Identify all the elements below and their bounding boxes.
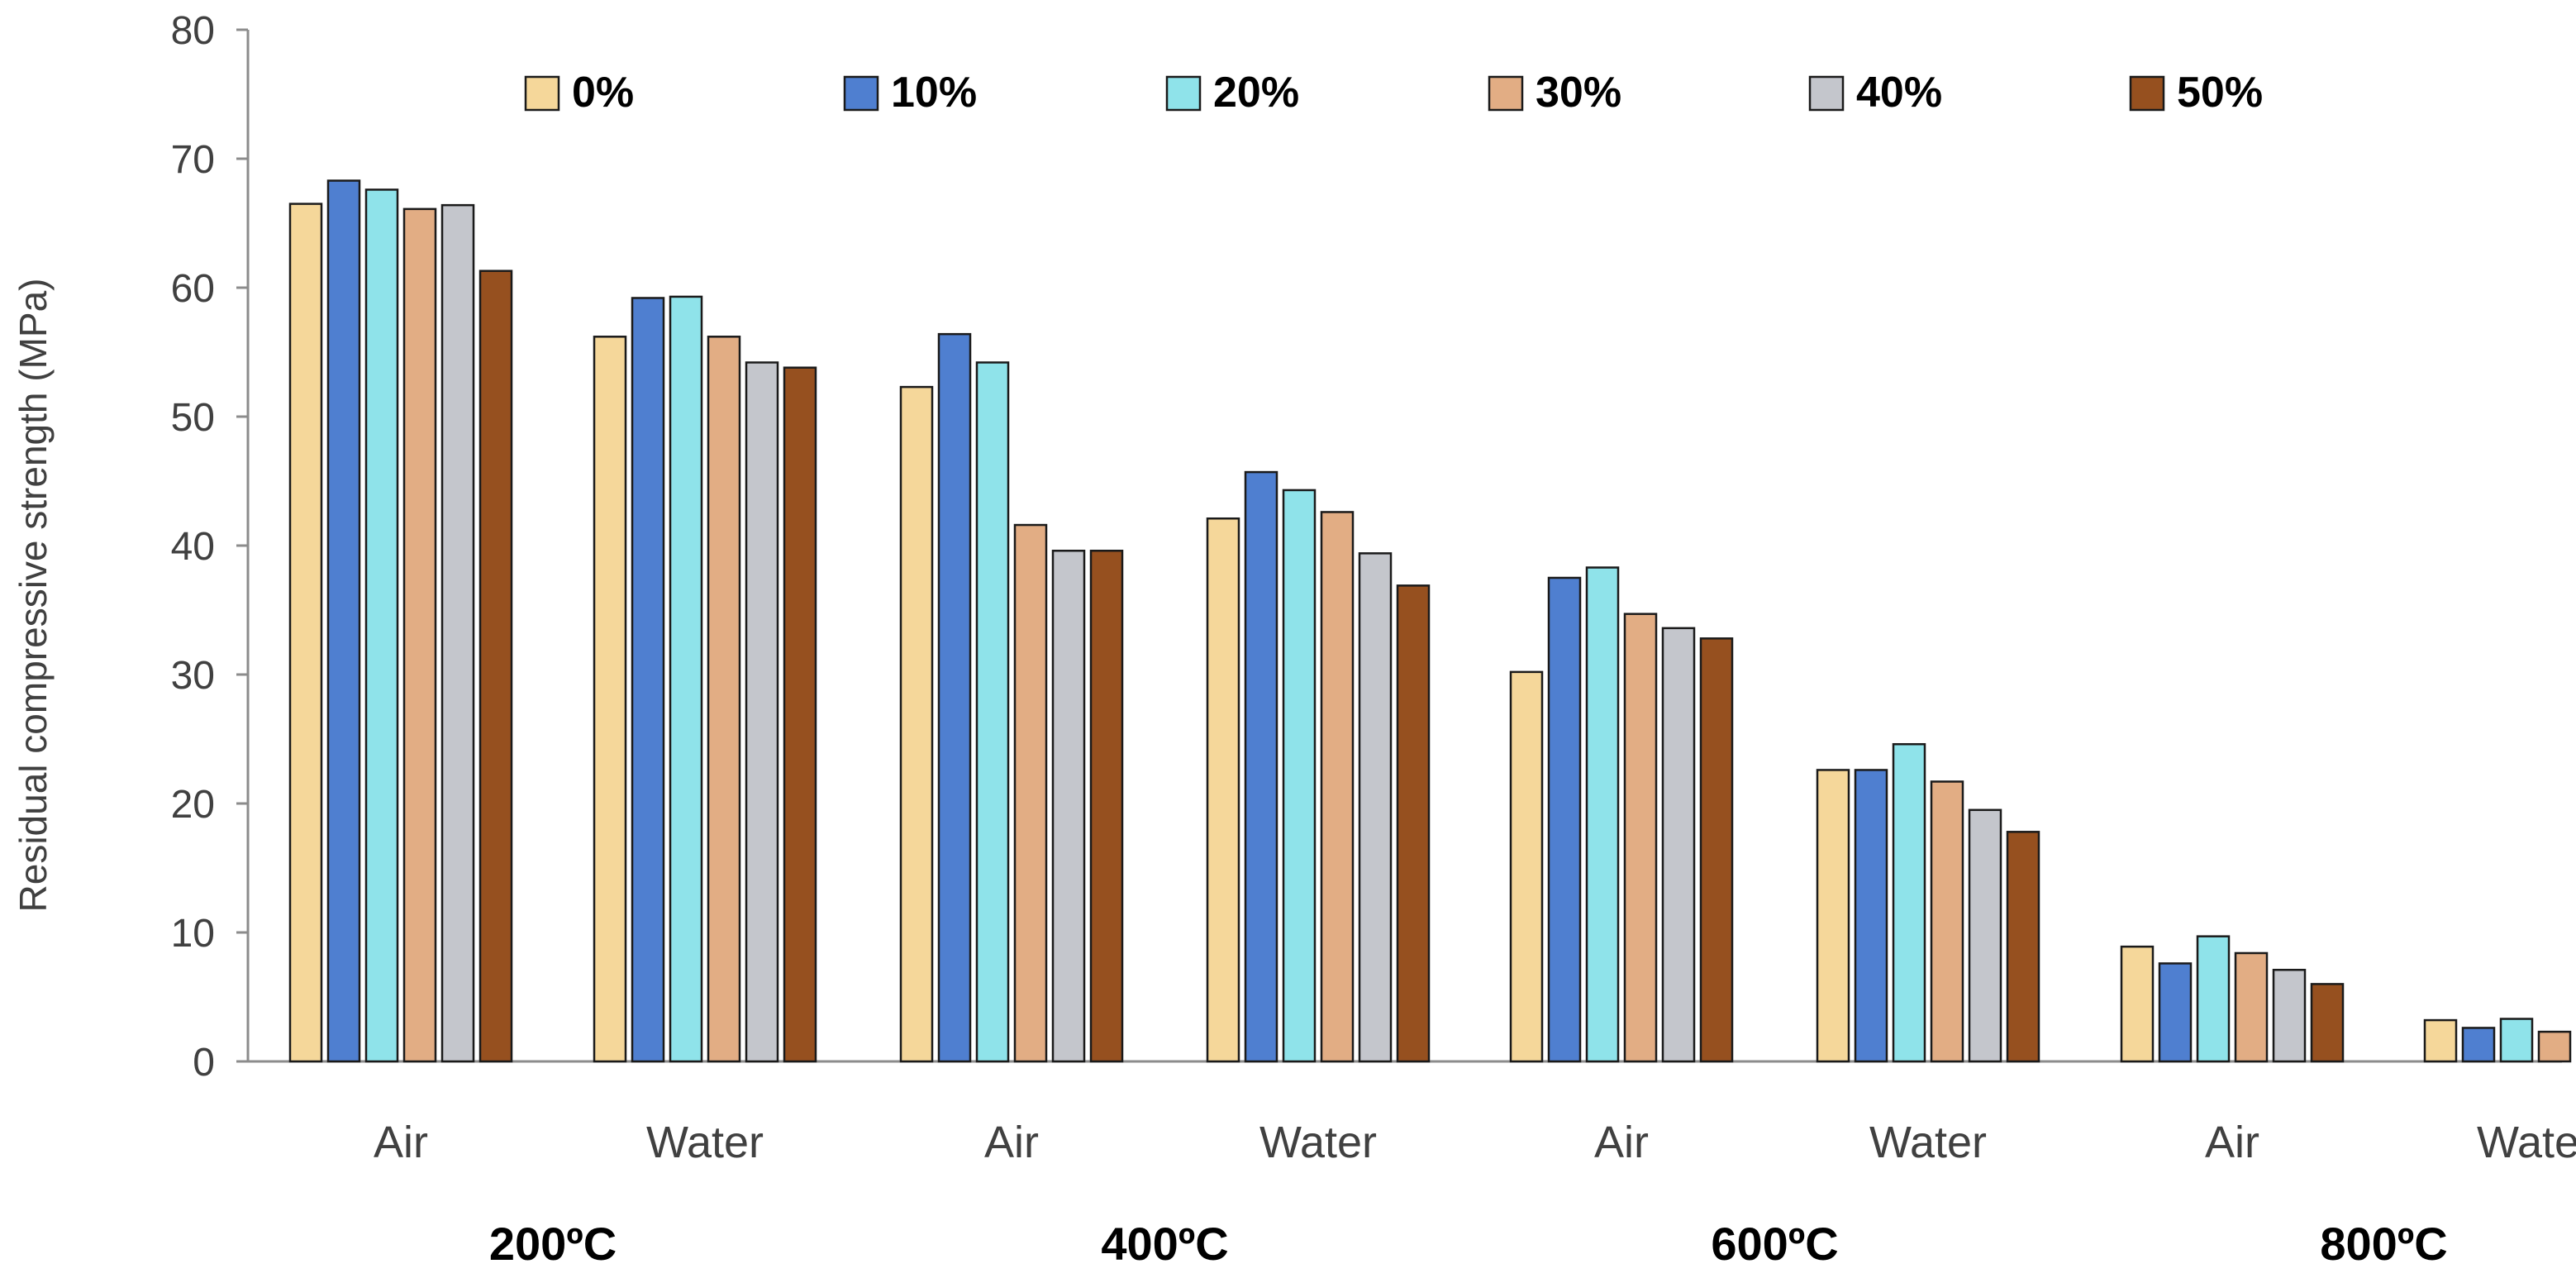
legend-label: 40%	[1856, 69, 1942, 117]
bar-20pct-air-7	[2196, 935, 2231, 1063]
legend: 0% 10% 20% 30% 40% 50%	[524, 69, 2263, 117]
bar-50pct-air-1	[479, 269, 513, 1063]
bar-0pct-water-2	[593, 336, 627, 1063]
category-label: Air	[2205, 1118, 2259, 1167]
legend-swatch-50pct	[2129, 75, 2165, 112]
bar-30pct-air-3	[1013, 523, 1048, 1063]
y-tick-label: 80	[171, 9, 215, 53]
bar-0pct-water-4	[1206, 517, 1240, 1063]
y-tick-label: 70	[171, 138, 215, 182]
bar-50pct-water-4	[1396, 584, 1431, 1063]
y-tick-label: 0	[193, 1041, 215, 1085]
y-tick-label: 10	[171, 912, 215, 956]
bar-30pct-water-2	[707, 336, 741, 1063]
category-label: Air	[374, 1118, 428, 1167]
category-label: Water	[1869, 1118, 1987, 1167]
bar-20pct-air-1	[364, 188, 399, 1063]
bar-10pct-air-1	[326, 179, 361, 1063]
bar-40pct-water-6	[1968, 808, 2002, 1063]
bar-0pct-air-7	[2120, 945, 2155, 1063]
bar-50pct-air-3	[1089, 549, 1124, 1063]
bar-20pct-water-6	[1892, 742, 1926, 1063]
category-label: Water	[646, 1118, 764, 1167]
labels-layer: Air Water Air Water Air Water Air Water 200ºC 400…	[374, 1118, 2576, 1270]
bar-20pct-water-8	[2499, 1018, 2534, 1063]
bar-30pct-water-4	[1320, 511, 1355, 1063]
group-label: 600ºC	[1711, 1218, 1838, 1270]
legend-label: 30%	[1536, 69, 1621, 117]
legend-swatch-10pct	[843, 75, 879, 112]
bar-20pct-water-4	[1282, 489, 1317, 1063]
bar-40pct-water-4	[1358, 552, 1393, 1063]
bar-10pct-air-7	[2158, 962, 2193, 1063]
legend-label: 10%	[891, 69, 977, 117]
legend-label: 20%	[1213, 69, 1299, 117]
bar-40pct-air-7	[2272, 968, 2307, 1063]
bar-20pct-air-3	[975, 361, 1010, 1063]
category-label: Water	[2477, 1118, 2576, 1167]
bar-40pct-air-3	[1051, 549, 1086, 1063]
bar-0pct-air-3	[899, 385, 934, 1063]
bar-40pct-air-5	[1661, 627, 1696, 1063]
bar-50pct-water-2	[783, 366, 817, 1063]
group-label: 800ºC	[2320, 1218, 2447, 1270]
legend-swatch-40pct	[1808, 75, 1845, 112]
bar-20pct-air-5	[1585, 566, 1620, 1063]
bar-0pct-air-5	[1509, 670, 1544, 1063]
bar-0pct-water-8	[2423, 1018, 2458, 1063]
legend-label: 50%	[2177, 69, 2263, 117]
category-label: Water	[1259, 1118, 1377, 1167]
legend-swatch-0pct	[524, 75, 560, 112]
y-tick-label: 60	[171, 267, 215, 311]
bar-10pct-air-5	[1547, 576, 1582, 1063]
y-tick-label: 20	[171, 783, 215, 827]
bar-30pct-air-7	[2234, 951, 2269, 1063]
y-tick-label: 50	[171, 396, 215, 440]
legend-swatch-30pct	[1488, 75, 1524, 112]
bar-20pct-water-2	[669, 295, 703, 1063]
legend-swatch-20pct	[1165, 75, 1202, 112]
category-label: Air	[1594, 1118, 1649, 1167]
bar-0pct-air-1	[288, 203, 323, 1063]
legend-label: 0%	[572, 69, 634, 117]
bar-50pct-air-5	[1699, 637, 1734, 1063]
y-tick-label: 30	[171, 654, 215, 698]
bar-50pct-water-6	[2006, 831, 2040, 1063]
bar-30pct-air-1	[402, 207, 437, 1063]
group-label: 400ºC	[1101, 1218, 1228, 1270]
bar-30pct-water-6	[1930, 780, 1964, 1063]
bar-0pct-water-6	[1816, 769, 1850, 1063]
bar-10pct-water-2	[631, 297, 665, 1063]
bar-40pct-water-2	[745, 361, 779, 1063]
bar-40pct-air-1	[440, 203, 475, 1063]
category-label: Air	[984, 1118, 1039, 1167]
y-axis-label: Residual compressive strength (MPa)	[12, 279, 55, 913]
bar-30pct-air-5	[1623, 613, 1658, 1063]
bar-50pct-air-7	[2310, 983, 2345, 1063]
bar-10pct-water-6	[1854, 769, 1888, 1063]
group-label: 200ºC	[489, 1218, 617, 1270]
bars-layer	[288, 179, 2572, 1063]
bar-10pct-water-8	[2461, 1027, 2496, 1063]
bar-10pct-water-4	[1244, 470, 1278, 1063]
bar-30pct-water-8	[2537, 1030, 2572, 1063]
y-tick-label: 40	[171, 525, 215, 569]
bar-10pct-air-3	[937, 332, 972, 1063]
